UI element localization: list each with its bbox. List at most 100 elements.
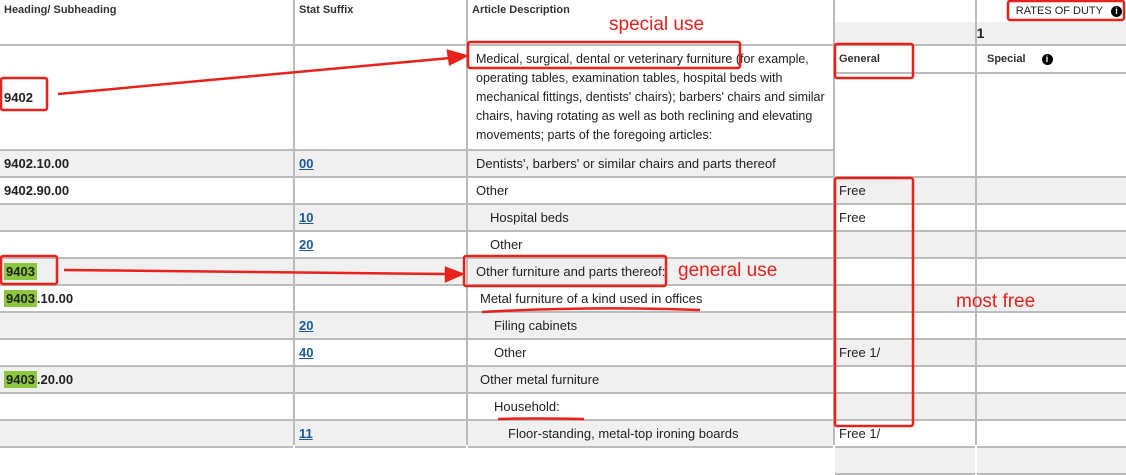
article-description: Other [494,345,527,360]
article-description: Metal furniture of a kind used in office… [480,291,703,306]
info-icon[interactable]: i [1041,53,1053,65]
general-rate-cell [835,286,975,313]
stat-suffix-cell: 40 [295,340,466,367]
header-stat-suffix-label: Stat Suffix [299,4,354,16]
rates-of-duty-header: RATES OF DUTY i [835,0,1126,22]
column-divider [833,0,835,445]
special-rate-cell [977,448,1126,475]
stat-suffix-link[interactable]: 20 [299,318,314,333]
description-cell: Dentists', barbers' or similar chairs an… [468,151,833,178]
article-description: Other [476,183,509,198]
heading-cell: 9403 [0,259,293,286]
general-header: General [835,46,975,74]
stat-suffix-cell [295,178,466,205]
special-rate-cell [977,178,1126,205]
description-cell: Other furniture and parts thereof: [468,259,833,286]
stat-suffix-cell [295,46,466,151]
article-description: Floor-standing, metal-top ironing boards [508,426,739,441]
general-rate-cell: Free [835,205,975,232]
stat-suffix-cell [295,394,466,421]
heading-cell: 9402.90.00 [0,178,293,205]
general-rate-cell [835,394,975,421]
special-rate-cell [977,421,1126,448]
article-description: Other [490,237,523,252]
special-header: Special i [977,46,1126,74]
article-description: Other metal furniture [480,372,600,387]
special-rate-cell [977,367,1126,394]
description-cell: Other [468,340,833,367]
special-rate-cell [977,205,1126,232]
stat-suffix-link[interactable]: 20 [299,237,314,252]
header-stat-suffix: Stat Suffix [295,0,466,46]
rate-column-1: 1 [835,22,1126,46]
description-cell: Other metal furniture [468,367,833,394]
annotation-general-use: general use [678,260,778,281]
special-cell [977,74,1126,178]
description-cell: Medical, surgical, dental or veterinary … [468,46,833,151]
header-heading: Heading/ Subheading [0,0,293,46]
heading-highlight: 9403 [4,290,37,307]
general-rate-cell [835,448,975,475]
general-rate-cell: Free 1/ [835,421,975,448]
general-rate-cell [835,367,975,394]
heading-code: 9402.10.00 [4,156,70,171]
description-cell: Household: [468,394,833,421]
heading-cell [0,421,293,448]
article-description: Medical, surgical, dental or veterinary … [476,52,825,142]
special-rate-cell [977,313,1126,340]
heading-cell: 9403.20.00 [0,367,293,394]
heading-cell [0,313,293,340]
stat-suffix-cell: 00 [295,151,466,178]
general-rate-cell [835,259,975,286]
description-cell: Floor-standing, metal-top ironing boards [468,421,833,448]
heading-cell [0,232,293,259]
column-divider [293,0,295,445]
article-description: Other furniture and parts thereof: [476,264,666,279]
heading-highlight: 9403 [4,263,37,280]
column-divider [466,0,468,445]
heading-cell: 9402 [0,46,293,151]
special-rate-cell [977,232,1126,259]
article-description: Dentists', barbers' or similar chairs an… [476,156,776,171]
description-cell: Filing cabinets [468,313,833,340]
stat-suffix-cell: 20 [295,313,466,340]
heading-cell [0,340,293,367]
stat-suffix-link[interactable]: 11 [299,426,313,441]
stat-suffix-cell: 11 [295,421,466,448]
column-number: 1 [976,25,985,41]
heading-code: .10.00 [36,291,74,306]
general-rate-cell [835,313,975,340]
description-cell: Other [468,232,833,259]
heading-code: 9402 [4,90,33,105]
general-rate: Free [839,183,866,198]
stat-suffix-cell: 10 [295,205,466,232]
stat-suffix-link[interactable]: 40 [299,345,314,360]
general-label: General [839,53,880,65]
heading-code: .20.00 [36,372,74,387]
heading-cell: 9402.10.00 [0,151,293,178]
rates-of-duty-label: RATES OF DUTY [1015,5,1103,17]
info-icon[interactable]: i [1111,5,1122,17]
general-rate-cell: Free 1/ [835,340,975,367]
description-cell: Hospital beds [468,205,833,232]
header-article-description-label: Article Description [472,4,570,16]
special-rate-cell [977,394,1126,421]
annotation-most-free: most free [956,291,1036,312]
special-rate-cell [977,286,1126,313]
stat-suffix-link[interactable]: 10 [299,210,314,225]
special-rate-cell [977,259,1126,286]
special-label: Special [987,53,1026,65]
stat-suffix-link[interactable]: 00 [299,156,314,171]
stat-suffix-cell: 20 [295,232,466,259]
general-rate-cell [835,232,975,259]
article-description: Filing cabinets [494,318,578,333]
heading-cell [0,205,293,232]
stat-suffix-cell [295,367,466,394]
heading-code: 9402.90.00 [4,183,70,198]
description-cell: Other [468,178,833,205]
column-divider [975,0,977,445]
general-rate: Free 1/ [839,345,881,360]
general-cell [835,74,975,178]
heading-cell [0,394,293,421]
header-heading-label: Heading/ Subheading [4,4,117,16]
